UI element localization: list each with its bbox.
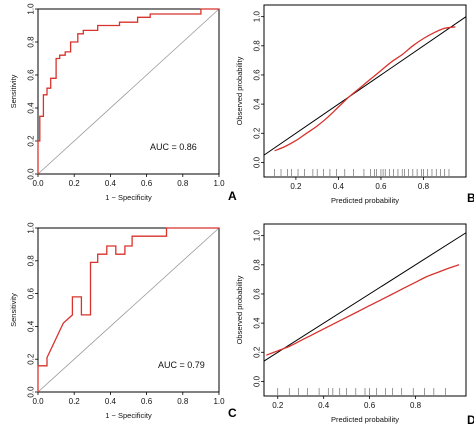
y-tick-label: 0.0 — [253, 375, 262, 387]
y-tick-label: 0.0 — [27, 168, 36, 180]
y-tick-label: 1.0 — [253, 230, 262, 242]
panel-letter: D — [467, 413, 474, 427]
x-tick-label: 0.8 — [418, 182, 430, 191]
y-tick-label: 0.8 — [253, 40, 262, 52]
calibration-panel-d: 0.2 0.4 0.6 0.8 0.0 0.2 0.4 0.6 0.8 1.0 Predicted … — [235, 223, 474, 427]
x-tick-label: 0.0 — [32, 179, 44, 188]
reference-diagonal — [263, 232, 467, 362]
x-tick-label: 0.2 — [272, 401, 284, 410]
x-tick-label: 0.8 — [177, 397, 189, 406]
y-tick-label: 0.8 — [27, 255, 36, 267]
x-axis-label: Predicted probability — [331, 415, 399, 424]
y-tick-label: 1.0 — [253, 11, 262, 23]
y-tick-label: 0.4 — [27, 102, 36, 114]
x-tick-label: 0.4 — [318, 401, 330, 410]
x-tick-label: 0.4 — [333, 182, 345, 191]
plot-frame — [37, 227, 220, 393]
roc-curve — [37, 8, 219, 174]
roc-panel-a: 0.0 0.2 0.4 0.6 0.8 1.0 0.0 0.2 0.4 0.6 0.8 1.0 1 − … — [9, 3, 237, 203]
y-tick-label: 0.0 — [253, 156, 262, 168]
y-tick-label: 1.0 — [27, 3, 36, 15]
x-axis-label: 1 − Specificity — [105, 411, 152, 420]
y-tick-label: 0.2 — [27, 135, 36, 147]
y-axis-label: Sensitivity — [9, 293, 18, 327]
panel-letter: A — [228, 189, 237, 203]
x-tick-label: 0.6 — [364, 401, 376, 410]
x-tick-label: 0.2 — [69, 397, 81, 406]
x-tick-label: 1.0 — [213, 397, 225, 406]
reference-diagonal — [263, 16, 467, 156]
y-tick-label: 0.2 — [253, 346, 262, 358]
y-tick-label: 0.4 — [27, 320, 36, 332]
auc-annotation: AUC = 0.86 — [150, 142, 197, 152]
x-tick-label: 0.2 — [290, 182, 302, 191]
y-tick-label: 0.8 — [27, 36, 36, 48]
y-tick-label: 0.2 — [253, 127, 262, 139]
auc-annotation: AUC = 0.79 — [158, 360, 205, 370]
y-axis-label: Observed probability — [235, 56, 244, 125]
roc-panel-c: 0.0 0.2 0.4 0.6 0.8 1.0 0.0 0.2 0.4 0.6 0.8 1.0 1 − … — [9, 222, 237, 420]
y-axis-label: Sensitivity — [9, 74, 18, 108]
calibration-curve — [266, 264, 460, 356]
y-tick-label: 0.6 — [27, 287, 36, 299]
y-tick-label: 0.2 — [27, 353, 36, 365]
x-axis-label: Predicted probability — [331, 196, 399, 205]
y-tick-label: 1.0 — [27, 222, 36, 234]
x-tick-label: 0.2 — [69, 179, 81, 188]
y-tick-label: 0.6 — [253, 69, 262, 81]
y-tick-label: 0.4 — [253, 317, 262, 329]
x-tick-label: 0.8 — [177, 179, 189, 188]
y-tick-label: 0.4 — [253, 98, 262, 110]
calibration-panel-b: 0.2 0.4 0.6 0.8 0.0 0.2 0.4 0.6 0.8 1.0 Predicted … — [235, 4, 474, 205]
x-tick-label: 0.0 — [32, 397, 44, 406]
plot-frame — [37, 8, 220, 175]
roc-curve — [37, 227, 219, 392]
plot-frame — [263, 4, 467, 178]
x-tick-label: 0.8 — [410, 401, 422, 410]
reference-diagonal — [37, 8, 220, 175]
y-tick-label: 0.0 — [27, 386, 36, 398]
y-tick-label: 0.6 — [253, 288, 262, 300]
panel-letter: C — [228, 406, 237, 420]
y-axis-label: Observed probability — [235, 275, 244, 344]
x-tick-label: 1.0 — [213, 179, 225, 188]
x-tick-label: 0.6 — [141, 397, 153, 406]
x-tick-label: 0.4 — [105, 397, 117, 406]
x-tick-label: 0.6 — [375, 182, 387, 191]
calibration-curve — [274, 26, 456, 152]
x-axis-label: 1 − Specificity — [105, 193, 152, 202]
reference-diagonal — [37, 227, 220, 393]
y-tick-label: 0.8 — [253, 259, 262, 271]
x-tick-label: 0.4 — [105, 179, 117, 188]
plot-frame — [263, 223, 467, 397]
y-tick-label: 0.6 — [27, 69, 36, 81]
panel-letter: B — [467, 191, 474, 205]
x-tick-label: 0.6 — [141, 179, 153, 188]
